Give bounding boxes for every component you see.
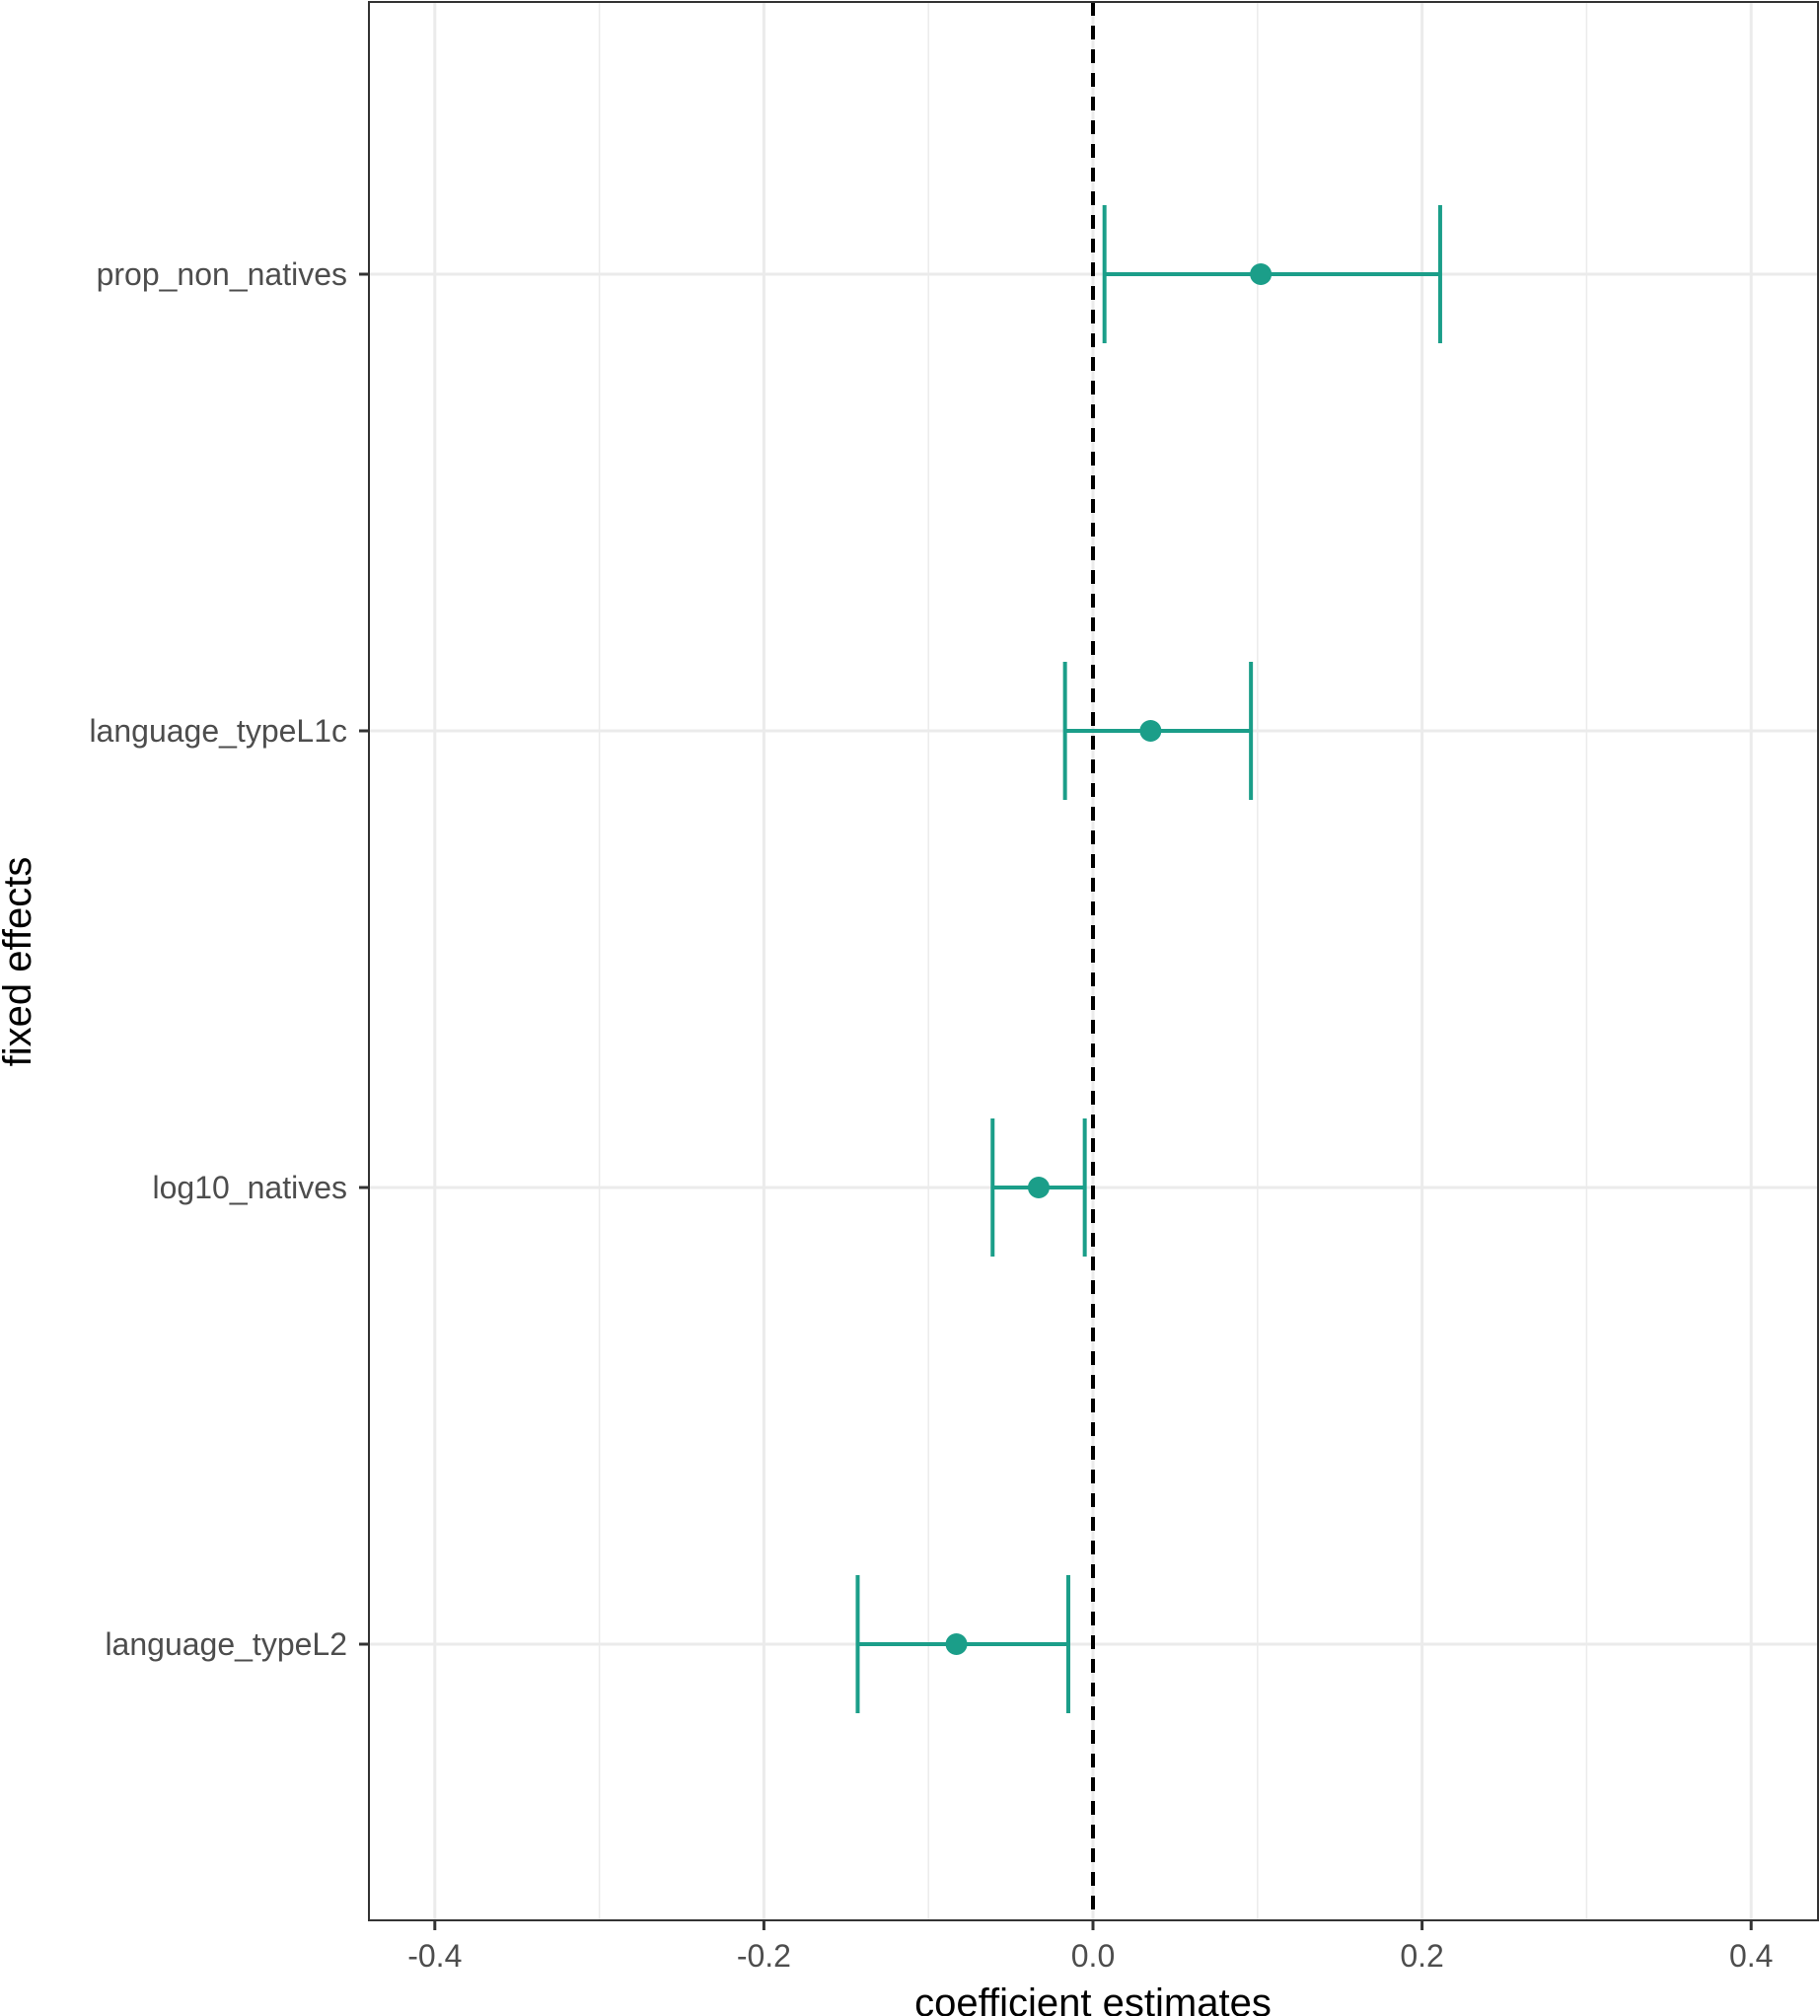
- estimate-point: [1250, 263, 1273, 285]
- y-tick-label: language_typeL1c: [89, 713, 347, 749]
- x-axis: -0.4 -0.2 0.0 0.2 0.4: [407, 1920, 1773, 1974]
- x-tick-label: 0.0: [1071, 1938, 1115, 1974]
- x-tick-label: -0.2: [737, 1938, 791, 1974]
- x-tick-label: 0.4: [1729, 1938, 1773, 1974]
- x-axis-title: coefficient estimates: [914, 1981, 1272, 2016]
- y-axis: prop_non_natives language_typeL1c log10_na…: [89, 256, 369, 1662]
- y-axis-title: fixed effects: [0, 857, 39, 1067]
- y-tick-label: prop_non_natives: [97, 256, 347, 292]
- y-tick-label: log10_natives: [153, 1170, 347, 1205]
- estimate-point: [1027, 1177, 1050, 1198]
- x-tick-label: 0.2: [1400, 1938, 1443, 1974]
- estimate-point: [1139, 720, 1162, 742]
- minor-gridlines: [598, 2, 1588, 1920]
- x-tick-label: -0.4: [407, 1938, 462, 1974]
- coefficient-marks: [855, 205, 1442, 1713]
- y-tick-label: language_typeL2: [105, 1626, 347, 1662]
- estimate-point: [945, 1633, 968, 1655]
